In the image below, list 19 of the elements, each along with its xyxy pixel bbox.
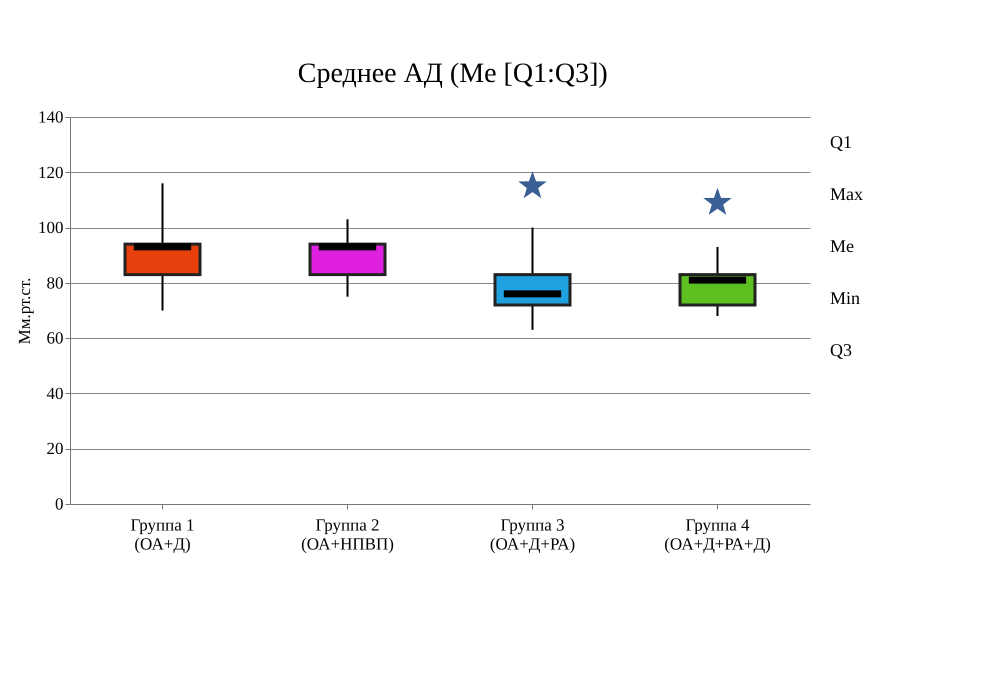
text: Q1 [830, 132, 852, 152]
x-tick-label: Группа 1 (ОА+Д) [130, 516, 195, 554]
text: Me [830, 236, 854, 256]
x-tick-label: Группа 3 (ОА+Д+РА) [490, 516, 576, 554]
text: Q3 [830, 340, 852, 360]
x-tick-label: Группа 4 (ОА+Д+РА+Д) [664, 516, 771, 554]
y-tick-label: 20 [46, 439, 64, 458]
y-tick-label: 100 [38, 218, 64, 238]
y-tick-label: 60 [46, 328, 64, 348]
text: Max [830, 184, 863, 204]
text: Min [830, 288, 860, 308]
y-tick-label: 120 [38, 162, 64, 182]
y-tick-label: 40 [46, 384, 64, 403]
y-tick-label: 140 [38, 108, 64, 126]
x-tick-label: Группа 2 (ОА+НПВП) [301, 516, 394, 554]
y-axis-title: Мм.рт.ст. [15, 278, 34, 344]
chart-title: Среднее АД (Me [Q1:Q3]) [298, 58, 608, 89]
y-tick-label: 80 [46, 273, 64, 292]
y-tick-label: 0 [55, 494, 64, 514]
